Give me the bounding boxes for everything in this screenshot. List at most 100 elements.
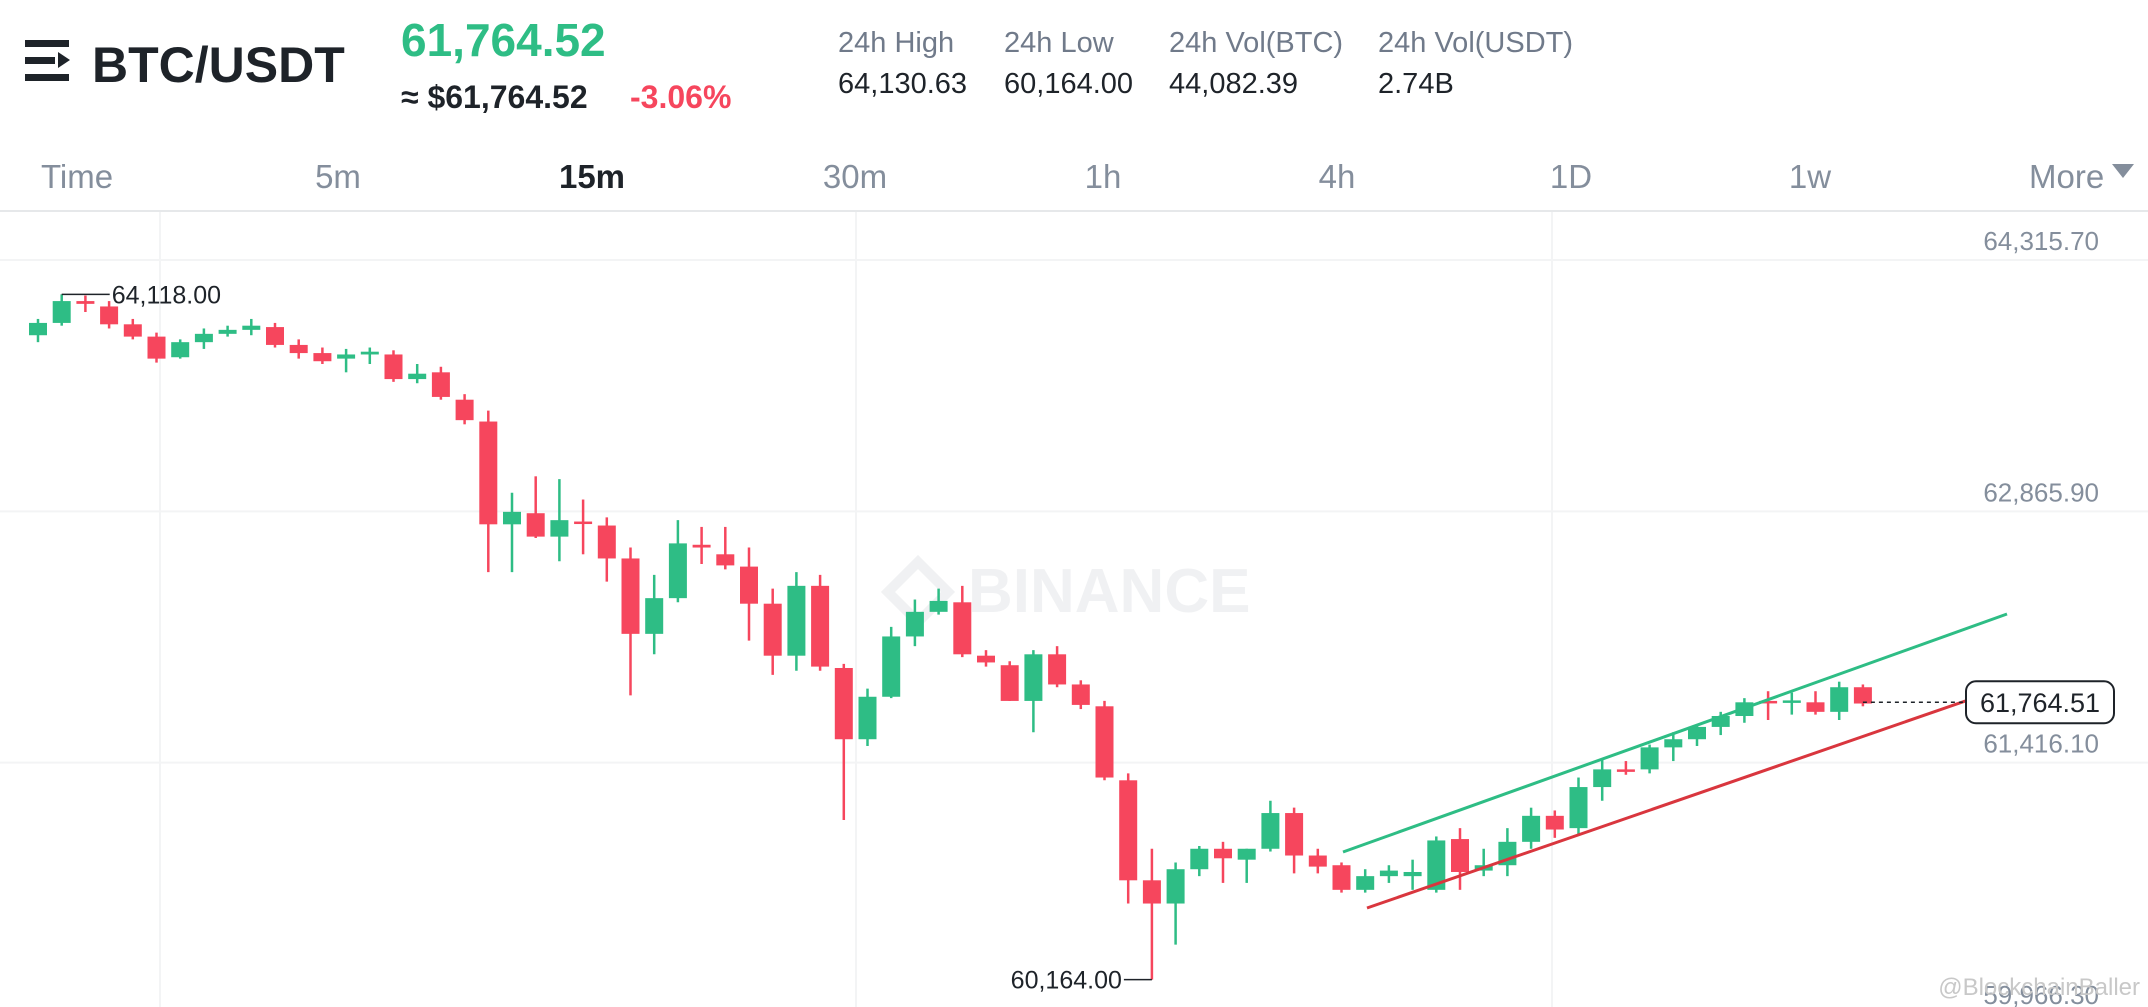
candle-body: [574, 521, 593, 525]
tab[interactable]: 4h: [1319, 158, 1356, 195]
candle-body: [479, 421, 498, 525]
candle-body: [218, 329, 237, 334]
candle-body: [905, 611, 924, 637]
candle-body: [882, 636, 901, 697]
last-price-label: 61,764.51: [1980, 688, 2100, 718]
candle-body: [194, 333, 213, 343]
y-tick-label: 64,315.70: [1983, 226, 2099, 256]
y-tick-label: 59,966.30: [1983, 980, 2099, 1007]
candle-body: [242, 325, 261, 330]
trend-line-upper: [1342, 612, 2008, 854]
candle-body: [455, 399, 474, 421]
candle-body: [1379, 870, 1398, 877]
stat-label: 24h High: [838, 27, 954, 59]
candle-body: [1024, 654, 1043, 701]
candle-body: [1853, 687, 1872, 704]
candle-body: [1593, 769, 1612, 788]
candle-body: [787, 585, 806, 656]
candle-body: [1000, 665, 1019, 701]
candle-body: [1190, 848, 1209, 870]
stat-value: 64,130.63: [838, 68, 967, 100]
candle-body: [266, 327, 284, 345]
candle-body: [29, 322, 47, 336]
candle-body: [716, 554, 735, 566]
candle-body: [1261, 813, 1280, 849]
change: -3.06%: [630, 79, 731, 115]
candle-body: [1308, 855, 1327, 867]
annotations: 64,118.00 60,164.00 61,764.51: [61, 281, 2115, 995]
candle-body: [1569, 787, 1588, 829]
candle-body: [953, 602, 972, 655]
tab[interactable]: 1D: [1550, 158, 1592, 195]
candle-body: [1214, 848, 1232, 859]
candle-body: [1664, 739, 1683, 748]
candle-body: [811, 585, 830, 667]
low-label: 60,164.00: [1011, 967, 1122, 995]
candle-body: [668, 543, 687, 599]
approx-price: ≈ $61,764.52: [401, 79, 588, 115]
candle-body: [1806, 702, 1825, 712]
tab[interactable]: 1h: [1085, 158, 1122, 195]
menu-bar: [25, 40, 69, 47]
candle-body: [1237, 848, 1256, 860]
tab[interactable]: 5m: [315, 158, 361, 195]
menu-icon[interactable]: [25, 40, 70, 81]
candle-body: [834, 667, 853, 740]
pair[interactable]: BTC/USDT: [92, 37, 345, 93]
candle-body: [1166, 869, 1185, 904]
candle-body: [313, 353, 332, 362]
candle-body: [1640, 747, 1659, 770]
candle-body: [1285, 813, 1304, 856]
tab[interactable]: 15m: [559, 158, 625, 195]
candle-body: [526, 513, 545, 537]
candle-body: [100, 306, 119, 325]
candle-body: [1451, 839, 1469, 872]
tab[interactable]: 1w: [1789, 158, 1831, 195]
y-tick-label: 62,865.90: [1983, 477, 2099, 507]
candle-body: [550, 520, 569, 537]
candle-body: [763, 603, 782, 656]
stat-value: 44,082.39: [1169, 68, 1298, 100]
candle-body: [1616, 769, 1635, 772]
candle-body: [1071, 684, 1090, 705]
candle-body: [1759, 700, 1778, 704]
candle-body: [1095, 706, 1114, 778]
price: 61,764.52: [401, 14, 606, 66]
tab[interactable]: Time: [41, 158, 113, 195]
candle-body: [740, 566, 758, 604]
candle-body: [1356, 876, 1375, 890]
candle-body: [503, 511, 521, 525]
candle-body: [1545, 815, 1564, 830]
candle-body: [171, 342, 190, 358]
high-label: 64,118.00: [112, 281, 221, 309]
candle-body: [431, 372, 450, 397]
tab[interactable]: More: [2029, 158, 2104, 195]
y-tick-label: 61,416.10: [1983, 729, 2099, 759]
candle-body: [337, 354, 356, 359]
candle-body: [929, 600, 948, 612]
tabs: Time 5m 15m 30m 1h 4h 1D 1w More: [41, 158, 2134, 195]
candle-body: [1522, 815, 1541, 842]
candle-body: [977, 655, 995, 663]
candle-body: [1688, 726, 1706, 740]
candle-body: [1119, 780, 1138, 881]
candle-body: [1830, 687, 1849, 712]
candle-body: [408, 373, 427, 380]
candle-body: [76, 301, 95, 304]
candle-body: [645, 598, 664, 634]
stat-label: 24h Low: [1004, 27, 1115, 59]
candle-body: [1332, 865, 1351, 890]
candle-body: [1142, 880, 1161, 904]
candle-body: [1427, 840, 1446, 890]
candle-body: [1403, 871, 1422, 877]
candle-body: [147, 336, 166, 359]
candle-body: [1048, 654, 1067, 685]
menu-bar: [25, 57, 55, 64]
stat-value: 2.74B: [1378, 68, 1454, 100]
tab[interactable]: 30m: [823, 158, 887, 195]
menu-bar: [25, 74, 69, 81]
candle-body: [858, 696, 877, 740]
candle-body: [621, 558, 640, 634]
